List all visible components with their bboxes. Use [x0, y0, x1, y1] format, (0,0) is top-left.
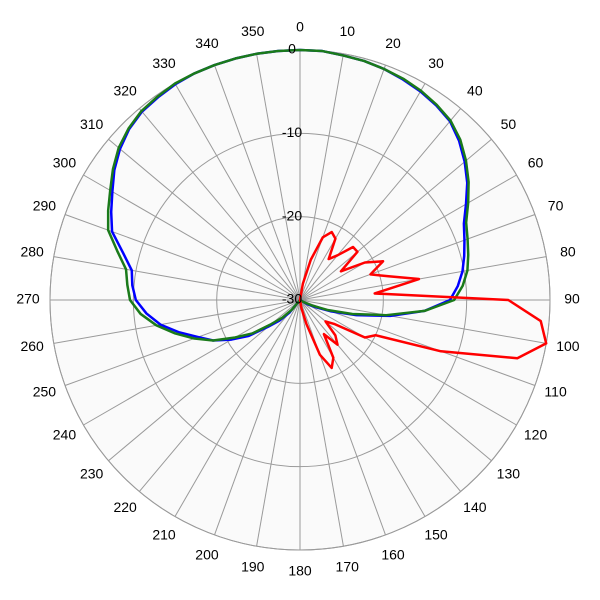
angle-label: 60	[528, 155, 544, 171]
spoke	[64, 214, 301, 301]
angle-label: 70	[548, 198, 564, 214]
spoke	[64, 299, 301, 386]
angle-label: 310	[80, 116, 104, 132]
angle-label: 300	[53, 155, 77, 171]
spoke	[214, 299, 301, 536]
spoke	[214, 64, 301, 301]
spoke	[299, 214, 536, 301]
angle-label: 120	[524, 427, 548, 443]
spoke	[299, 174, 517, 301]
spoke	[108, 138, 301, 301]
series-line	[298, 230, 548, 370]
spoke	[53, 256, 301, 301]
angle-label: 210	[152, 526, 176, 542]
angle-label: 270	[16, 291, 40, 307]
spoke	[83, 299, 301, 426]
angle-label: 280	[20, 243, 44, 259]
angle-label: 330	[152, 55, 176, 71]
spoke	[299, 299, 517, 426]
spoke	[138, 299, 301, 492]
radial-label: -10	[282, 124, 302, 140]
angle-label: 250	[33, 384, 57, 400]
spoke	[299, 299, 547, 344]
radial-label: 0	[288, 41, 296, 57]
angle-label: 340	[195, 35, 219, 51]
angle-label: 80	[560, 243, 576, 259]
angle-label: 260	[20, 338, 44, 354]
angle-label: 0	[296, 19, 304, 35]
spoke	[299, 299, 492, 462]
spoke	[299, 256, 547, 301]
angle-label: 20	[385, 35, 401, 51]
angle-label: 190	[241, 559, 265, 575]
angle-label: 200	[195, 546, 219, 562]
angle-label: 110	[544, 384, 567, 400]
angle-label: 350	[241, 23, 265, 39]
angle-label: 180	[288, 563, 312, 579]
spoke	[53, 299, 301, 344]
angle-label: 230	[80, 466, 104, 482]
angle-label: 220	[113, 499, 137, 515]
radial-label: -30	[282, 291, 302, 307]
angle-label: 130	[497, 466, 521, 482]
spoke	[174, 83, 301, 301]
angle-label: 40	[467, 82, 483, 98]
angle-label: 290	[33, 198, 57, 214]
spoke	[174, 299, 301, 517]
radial-label: -20	[282, 207, 302, 223]
spoke	[138, 108, 301, 301]
angle-label: 10	[339, 23, 355, 39]
angle-label: 160	[381, 546, 405, 562]
angle-label: 90	[564, 291, 580, 307]
angle-label: 30	[428, 55, 444, 71]
spoke	[299, 53, 344, 301]
spoke	[299, 138, 492, 301]
angle-label: 240	[53, 427, 77, 443]
spoke	[299, 299, 462, 492]
spoke	[299, 299, 536, 386]
spoke	[299, 299, 426, 517]
spoke	[299, 299, 344, 547]
spoke	[299, 108, 462, 301]
spoke	[256, 299, 301, 547]
spoke	[256, 53, 301, 301]
series-line	[106, 48, 470, 342]
angle-label: 320	[113, 82, 137, 98]
angle-label: 150	[424, 526, 448, 542]
grid-circle	[132, 132, 468, 468]
grid-circle	[216, 216, 384, 384]
spoke	[299, 64, 386, 301]
spoke	[83, 174, 301, 301]
spoke	[299, 83, 426, 301]
angle-label: 100	[556, 338, 580, 354]
angle-label: 170	[336, 559, 360, 575]
angle-label: 50	[501, 116, 517, 132]
angle-label: 140	[463, 499, 487, 515]
